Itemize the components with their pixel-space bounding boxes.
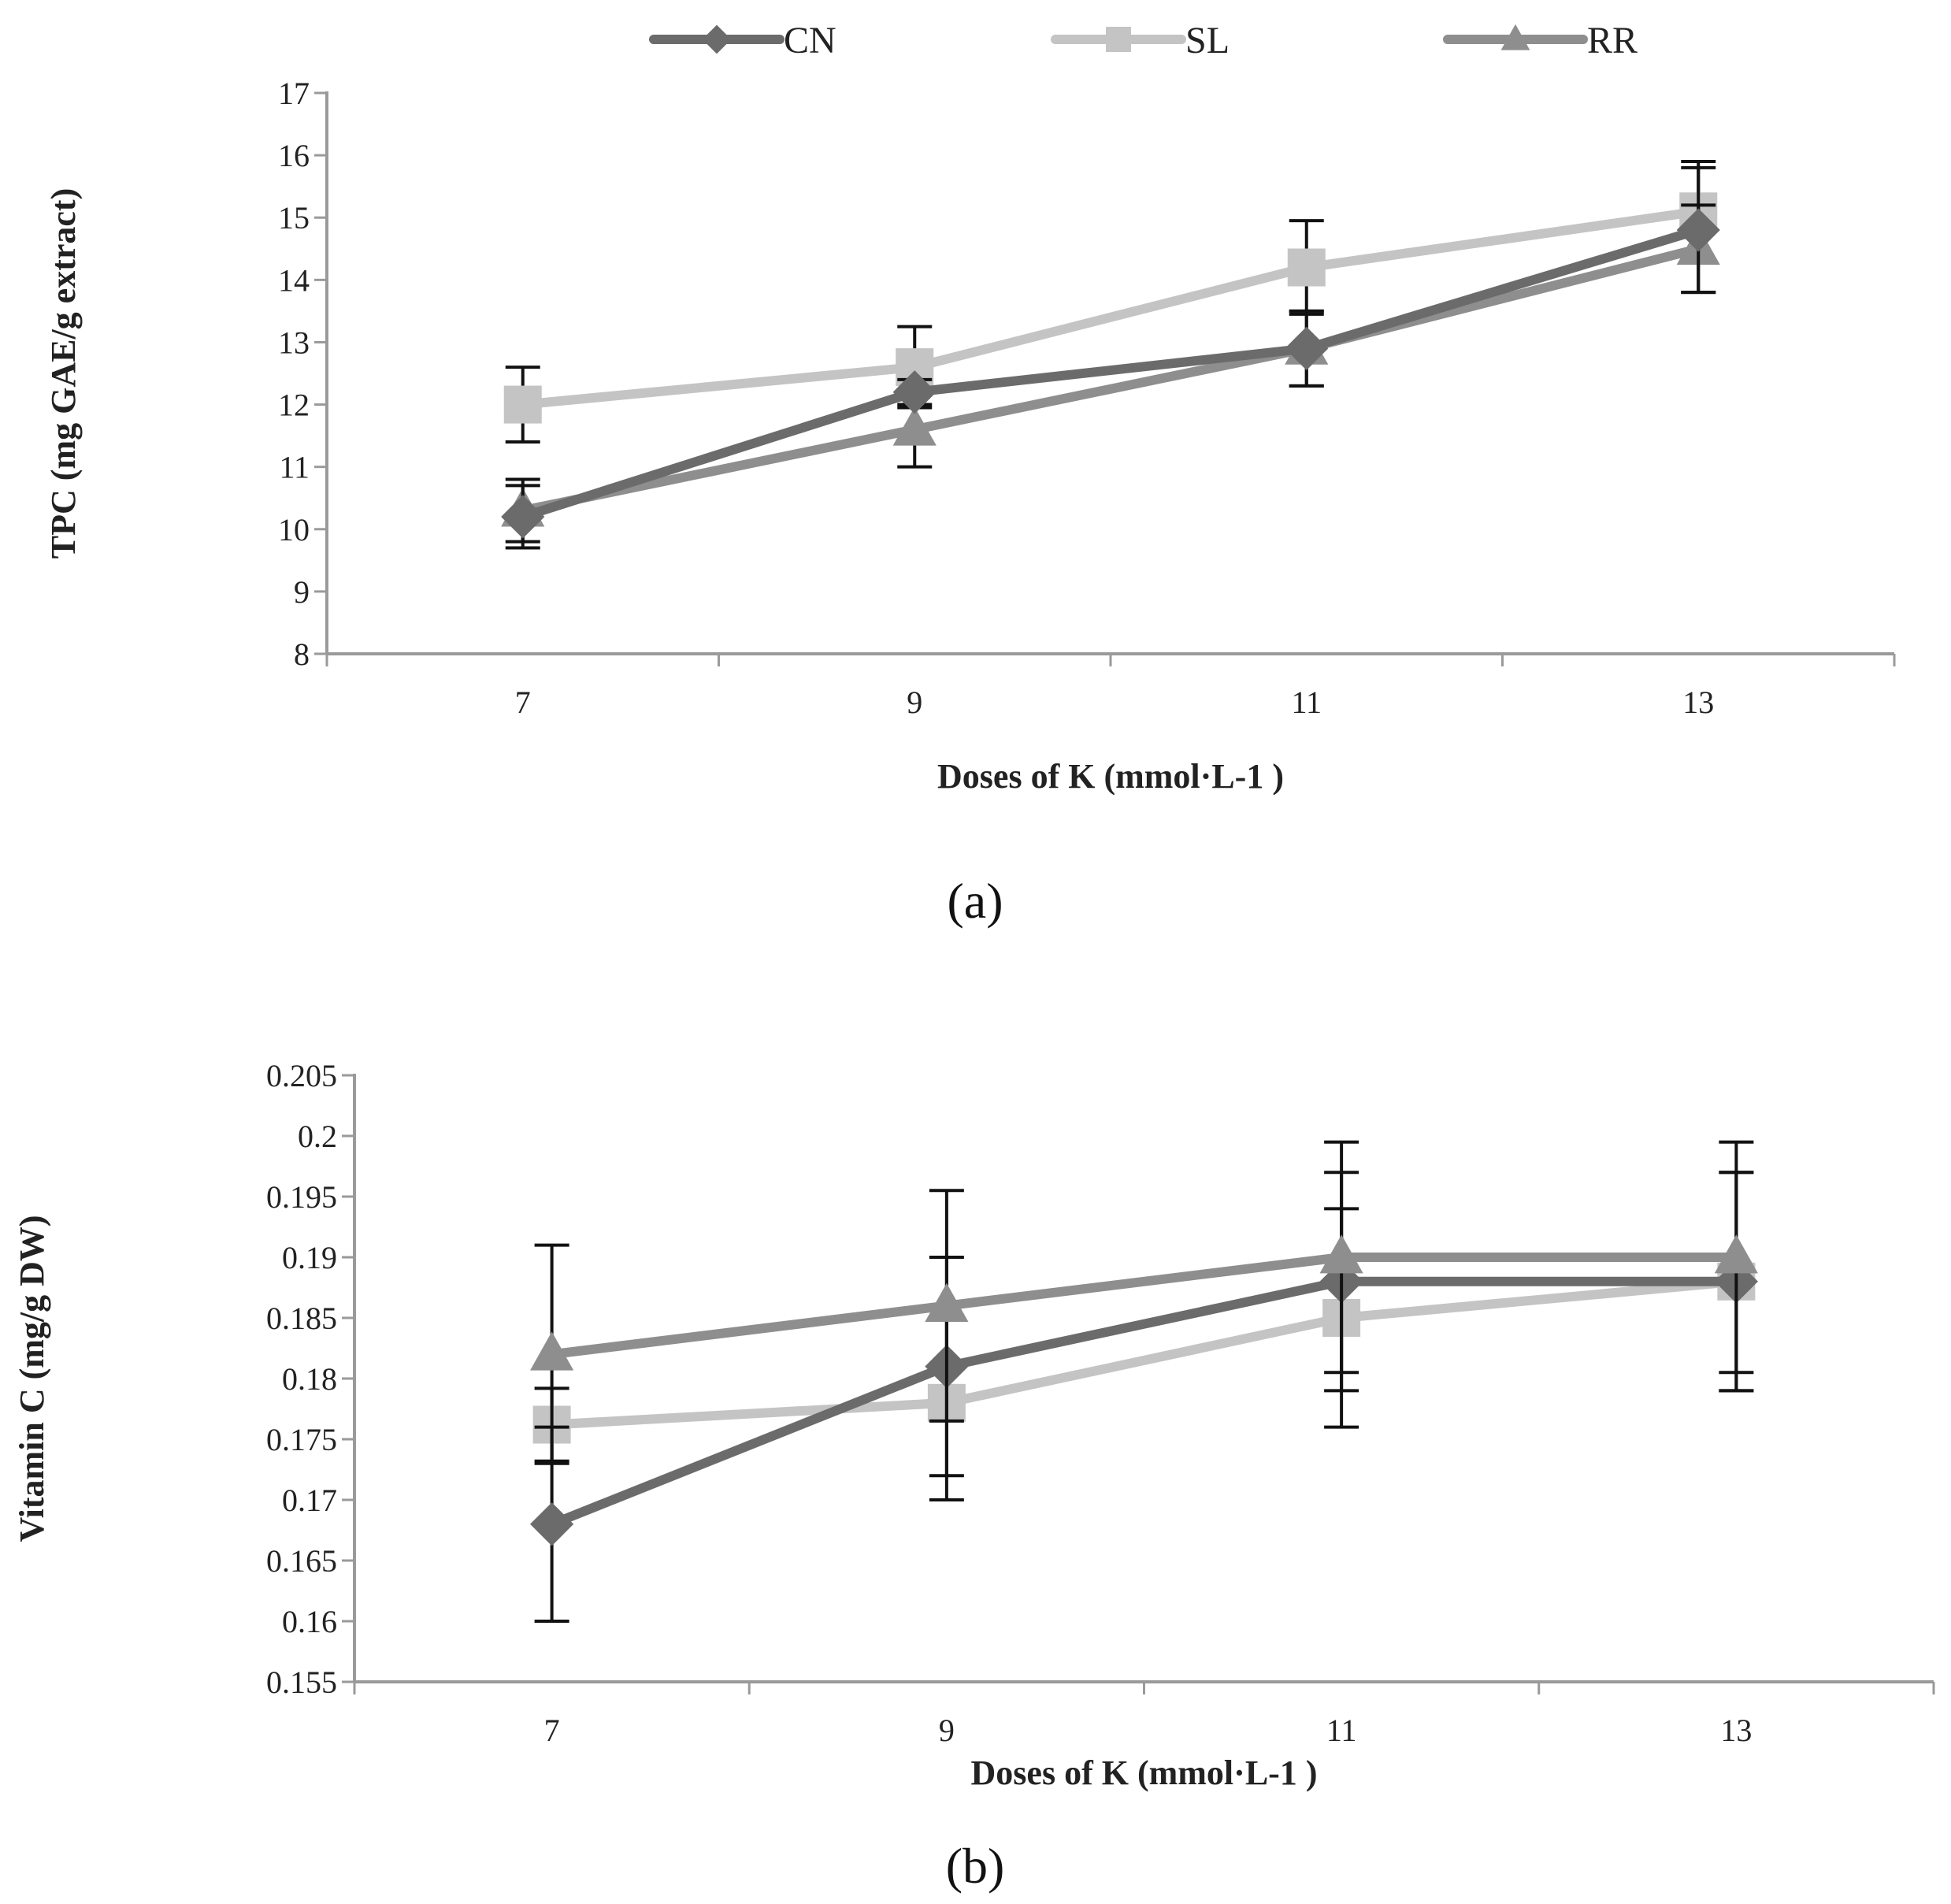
data-point-cn bbox=[1676, 208, 1720, 252]
series-line-rr bbox=[521, 243, 1700, 515]
y-tick-label: 0.195 bbox=[266, 1179, 337, 1215]
x-tick-label: 9 bbox=[939, 1713, 955, 1748]
series-line-cn bbox=[521, 225, 1700, 521]
legend: CN SL RR bbox=[649, 20, 1638, 61]
x-tick-label: 13 bbox=[1720, 1713, 1752, 1748]
y-tick-label: 15 bbox=[278, 200, 310, 236]
y-axis-title: Vitamin C (mg/g DW) bbox=[13, 1215, 51, 1542]
y-tick-label: 0.17 bbox=[282, 1483, 337, 1518]
series-line-sl bbox=[551, 1276, 1737, 1430]
y-tick-label: 0.16 bbox=[282, 1604, 337, 1639]
data-point-cn bbox=[1285, 326, 1329, 370]
y-tick-label: 0.19 bbox=[282, 1240, 337, 1275]
data-point-rr bbox=[530, 1331, 574, 1371]
x-tick-label: 7 bbox=[515, 685, 531, 720]
data-point-rr bbox=[1319, 1234, 1363, 1274]
series-cn bbox=[501, 165, 1720, 550]
chart-b-vitamin-c: 0.155 0.16 0.165 0.17 0.175 0.18 0.185 0.19 0.19… bbox=[13, 1058, 1935, 1792]
y-axis-title: TPC (mg GAE/g extract) bbox=[44, 188, 83, 559]
legend-marker-sl bbox=[1106, 27, 1131, 52]
legend-marker-cn bbox=[702, 24, 732, 54]
y-tick-label: 8 bbox=[294, 637, 310, 672]
series-cn bbox=[530, 1171, 1758, 1623]
y-tick-label: 14 bbox=[278, 262, 310, 298]
legend-marker-rr bbox=[1500, 24, 1530, 50]
y-tick-label: 13 bbox=[278, 325, 310, 360]
x-tick-label: 11 bbox=[1326, 1713, 1357, 1748]
series-sl bbox=[503, 160, 1718, 444]
x-axis-title: Doses of K (mmol·L-1 ) bbox=[971, 1754, 1318, 1792]
data-point-rr bbox=[925, 1282, 969, 1322]
x-tick-label: 9 bbox=[907, 685, 922, 720]
series-rr bbox=[530, 1140, 1758, 1465]
data-point-rr bbox=[1714, 1234, 1758, 1274]
data-point-sl bbox=[503, 385, 542, 424]
y-tick-label: 17 bbox=[278, 76, 310, 111]
y-tick-label: 0.165 bbox=[266, 1543, 337, 1579]
data-point-sl bbox=[1287, 248, 1326, 287]
y-tick-label: 0.155 bbox=[266, 1665, 337, 1700]
y-tick-label: 10 bbox=[278, 512, 310, 547]
data-point-cn bbox=[501, 495, 545, 539]
y-tick-label: 0.185 bbox=[266, 1301, 337, 1336]
y-tick-label: 0.175 bbox=[266, 1422, 337, 1457]
x-axis-title: Doses of K (mmol·L-1 ) bbox=[937, 757, 1284, 796]
y-tick-label: 11 bbox=[279, 450, 310, 485]
panel-a-label: (a) bbox=[947, 873, 1003, 929]
y-tick-label: 0.205 bbox=[266, 1058, 337, 1093]
panel-b-label: (b) bbox=[946, 1838, 1005, 1894]
legend-label-rr: RR bbox=[1587, 20, 1638, 61]
y-tick-label: 0.18 bbox=[282, 1361, 337, 1397]
data-point-cn bbox=[530, 1502, 574, 1546]
y-tick-label: 16 bbox=[278, 138, 310, 173]
y-tick-label: 12 bbox=[278, 388, 310, 423]
series-line-cn bbox=[550, 1276, 1737, 1529]
data-point-cn bbox=[892, 370, 937, 414]
chart-a-tpc: 8 9 10 11 12 13 14 15 16 17 7 9 11 13 Doses of K (mmol… bbox=[44, 76, 1896, 796]
y-tick-label: 0.2 bbox=[298, 1119, 337, 1154]
x-tick-label: 13 bbox=[1682, 685, 1714, 720]
x-tick-label: 11 bbox=[1291, 685, 1322, 720]
legend-label-cn: CN bbox=[784, 20, 836, 61]
series-line-sl bbox=[522, 206, 1700, 410]
legend-label-sl: SL bbox=[1185, 20, 1230, 61]
y-tick-label: 9 bbox=[294, 574, 310, 610]
series-line-rr bbox=[551, 1253, 1737, 1360]
data-point-rr bbox=[892, 406, 937, 446]
x-tick-label: 7 bbox=[544, 1713, 560, 1748]
